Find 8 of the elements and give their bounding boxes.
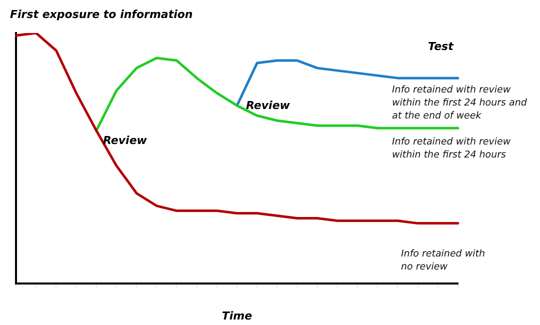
y-axis-title: First exposure to information xyxy=(10,8,193,21)
series-label: Info retained with review within the first 24 hours xyxy=(392,136,511,160)
x-axis-title: Time xyxy=(222,309,253,322)
annotation: Test xyxy=(428,40,454,53)
series-label: Info retained with review within the first 24 hours and at the end of week xyxy=(392,84,528,122)
annotation: Review xyxy=(103,134,147,147)
text: Info retained with no review xyxy=(401,248,486,273)
annotation: Review xyxy=(246,99,290,112)
